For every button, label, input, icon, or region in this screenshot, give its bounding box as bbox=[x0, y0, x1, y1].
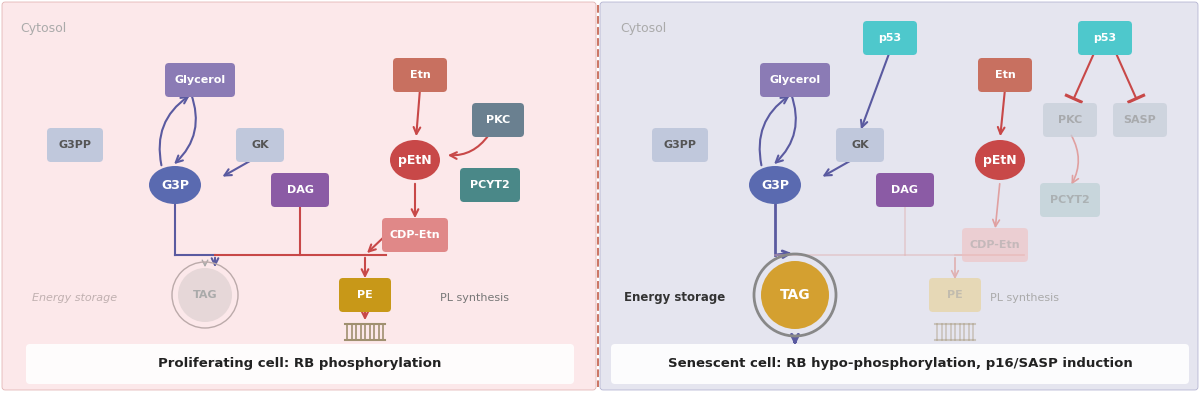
FancyBboxPatch shape bbox=[929, 278, 982, 312]
FancyBboxPatch shape bbox=[166, 63, 235, 97]
FancyBboxPatch shape bbox=[2, 2, 596, 390]
Text: PL synthesis: PL synthesis bbox=[440, 293, 509, 303]
Text: PKC: PKC bbox=[486, 115, 510, 125]
Text: PCYT2: PCYT2 bbox=[1050, 195, 1090, 205]
Text: G3P: G3P bbox=[761, 178, 790, 191]
FancyBboxPatch shape bbox=[600, 2, 1198, 390]
FancyBboxPatch shape bbox=[1043, 103, 1097, 137]
Ellipse shape bbox=[178, 268, 232, 322]
Text: Etn: Etn bbox=[409, 70, 431, 80]
FancyBboxPatch shape bbox=[1078, 21, 1132, 55]
Text: PCYT2: PCYT2 bbox=[470, 180, 510, 190]
FancyBboxPatch shape bbox=[472, 103, 524, 137]
Text: TAG: TAG bbox=[193, 290, 217, 300]
Text: CDP-Etn: CDP-Etn bbox=[390, 230, 440, 240]
Ellipse shape bbox=[974, 140, 1025, 180]
Text: DAG: DAG bbox=[892, 185, 918, 195]
FancyBboxPatch shape bbox=[1114, 103, 1166, 137]
Text: GK: GK bbox=[851, 140, 869, 150]
Text: pEtN: pEtN bbox=[983, 154, 1016, 167]
FancyBboxPatch shape bbox=[236, 128, 284, 162]
Text: G3PP: G3PP bbox=[664, 140, 696, 150]
Text: PE: PE bbox=[947, 290, 962, 300]
FancyBboxPatch shape bbox=[652, 128, 708, 162]
Text: Proliferating cell: RB phosphorylation: Proliferating cell: RB phosphorylation bbox=[158, 357, 442, 370]
Text: PKC: PKC bbox=[1058, 115, 1082, 125]
FancyBboxPatch shape bbox=[611, 344, 1189, 384]
Text: Senescent cell: RB hypo-phosphorylation, p16/SASP induction: Senescent cell: RB hypo-phosphorylation,… bbox=[667, 357, 1133, 370]
FancyBboxPatch shape bbox=[26, 344, 574, 384]
FancyBboxPatch shape bbox=[460, 168, 520, 202]
FancyBboxPatch shape bbox=[271, 173, 329, 207]
FancyBboxPatch shape bbox=[1040, 183, 1100, 217]
Text: Glycerol: Glycerol bbox=[174, 75, 226, 85]
Text: Energy storage: Energy storage bbox=[624, 292, 726, 305]
Ellipse shape bbox=[390, 140, 440, 180]
FancyBboxPatch shape bbox=[978, 58, 1032, 92]
Text: G3PP: G3PP bbox=[59, 140, 91, 150]
Text: TAG: TAG bbox=[780, 288, 810, 302]
Text: Etn: Etn bbox=[995, 70, 1015, 80]
Text: Cytosol: Cytosol bbox=[620, 22, 666, 35]
Text: Glycerol: Glycerol bbox=[769, 75, 821, 85]
FancyBboxPatch shape bbox=[962, 228, 1028, 262]
FancyBboxPatch shape bbox=[863, 21, 917, 55]
Text: PL synthesis: PL synthesis bbox=[990, 293, 1060, 303]
FancyBboxPatch shape bbox=[760, 63, 830, 97]
FancyBboxPatch shape bbox=[394, 58, 446, 92]
Ellipse shape bbox=[149, 166, 202, 204]
FancyBboxPatch shape bbox=[382, 218, 448, 252]
FancyBboxPatch shape bbox=[876, 173, 934, 207]
Text: G3P: G3P bbox=[161, 178, 190, 191]
Text: Cytosol: Cytosol bbox=[20, 22, 66, 35]
Text: pEtN: pEtN bbox=[398, 154, 432, 167]
Text: GK: GK bbox=[251, 140, 269, 150]
Text: p53: p53 bbox=[1093, 33, 1116, 43]
Ellipse shape bbox=[749, 166, 802, 204]
Text: CDP-Etn: CDP-Etn bbox=[970, 240, 1020, 250]
Ellipse shape bbox=[761, 261, 829, 329]
Text: Energy storage: Energy storage bbox=[32, 293, 118, 303]
FancyBboxPatch shape bbox=[47, 128, 103, 162]
FancyBboxPatch shape bbox=[340, 278, 391, 312]
FancyBboxPatch shape bbox=[836, 128, 884, 162]
Text: DAG: DAG bbox=[287, 185, 313, 195]
Text: SASP: SASP bbox=[1123, 115, 1157, 125]
Text: p53: p53 bbox=[878, 33, 901, 43]
Text: PE: PE bbox=[358, 290, 373, 300]
